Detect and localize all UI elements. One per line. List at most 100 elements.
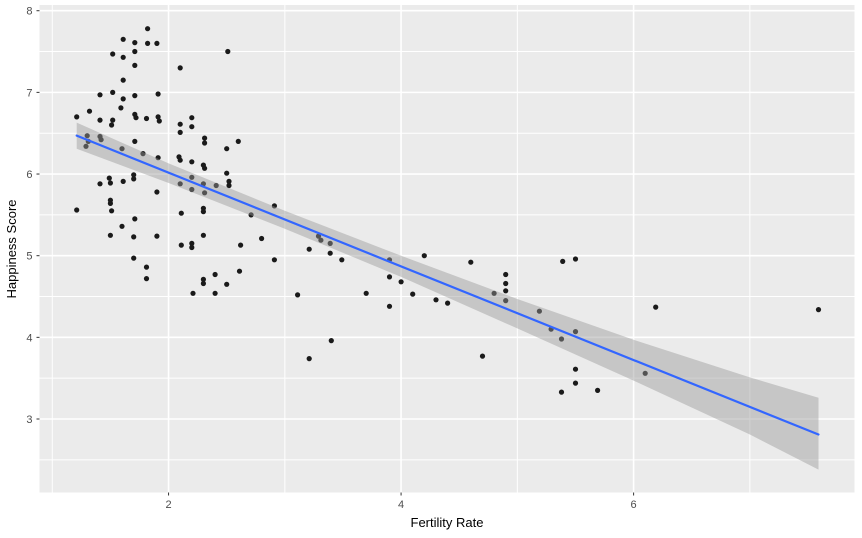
data-point: [120, 77, 126, 83]
data-point: [572, 256, 579, 262]
y-tick-label: 6: [26, 169, 32, 181]
data-point: [248, 212, 254, 218]
data-point: [224, 146, 230, 152]
data-point: [131, 176, 137, 182]
x-tick-label: 2: [165, 499, 171, 511]
data-point: [202, 165, 208, 171]
data-point: [572, 366, 579, 372]
data-point: [327, 250, 333, 256]
data-point: [226, 182, 232, 189]
data-point: [410, 291, 416, 297]
data-point: [132, 138, 138, 144]
data-point: [386, 274, 393, 280]
data-point: [200, 276, 206, 282]
data-point: [189, 186, 195, 193]
data-point: [132, 93, 138, 99]
data-point: [212, 290, 218, 296]
data-point: [468, 259, 474, 265]
data-point: [190, 290, 196, 296]
data-point: [202, 135, 208, 141]
data-point: [339, 257, 345, 263]
data-point: [200, 232, 206, 238]
y-tick-label: 3: [26, 414, 32, 426]
data-point: [595, 387, 601, 393]
data-point: [133, 115, 139, 121]
data-point: [177, 129, 183, 135]
data-point: [536, 308, 543, 314]
data-point: [97, 181, 103, 187]
data-point: [110, 51, 116, 57]
data-point: [74, 207, 80, 213]
data-point: [202, 190, 208, 196]
data-point: [572, 329, 579, 335]
data-point: [213, 182, 219, 189]
data-point: [503, 298, 509, 304]
data-point: [202, 140, 208, 146]
data-point: [306, 356, 312, 362]
data-point: [328, 338, 334, 344]
y-axis-title: Happiness Score: [4, 200, 19, 299]
data-point: [120, 96, 126, 102]
data-point: [120, 54, 126, 60]
data-point: [189, 240, 195, 246]
data-point: [189, 124, 195, 130]
data-point: [558, 336, 565, 342]
data-point: [271, 257, 277, 263]
data-point: [236, 268, 243, 274]
data-point: [120, 36, 126, 42]
data-point: [106, 175, 112, 181]
data-point: [177, 65, 183, 71]
data-point: [225, 48, 231, 55]
data-point: [156, 118, 162, 124]
data-point: [119, 223, 125, 229]
data-point: [109, 122, 115, 128]
data-point: [189, 174, 195, 180]
data-point: [558, 389, 565, 395]
data-point: [154, 233, 160, 239]
data-point: [295, 292, 301, 298]
data-point: [224, 281, 230, 287]
x-axis-title: Fertility Rate: [411, 515, 484, 530]
data-point: [140, 151, 146, 157]
data-point: [445, 300, 451, 306]
data-point: [131, 234, 137, 240]
data-point: [154, 189, 160, 195]
data-point: [86, 108, 93, 114]
data-point: [224, 170, 230, 176]
data-point: [503, 271, 509, 278]
data-point: [98, 137, 104, 143]
data-point: [97, 117, 103, 123]
data-point: [306, 246, 312, 252]
data-point: [238, 242, 244, 248]
data-point: [560, 258, 566, 264]
data-point: [235, 138, 241, 144]
data-point: [154, 40, 160, 47]
data-point: [315, 233, 322, 239]
data-point: [132, 40, 138, 46]
data-point: [327, 240, 333, 246]
data-point: [363, 290, 369, 296]
data-point: [132, 62, 138, 68]
data-point: [653, 304, 659, 310]
data-point: [271, 203, 277, 209]
data-point: [189, 244, 195, 251]
data-point: [177, 157, 183, 163]
data-point: [259, 235, 265, 242]
axis-tick-marks: [36, 10, 635, 496]
data-point: [83, 143, 89, 149]
data-point: [200, 280, 206, 287]
data-point: [503, 280, 509, 287]
data-point: [479, 353, 486, 359]
data-point: [318, 237, 324, 243]
y-tick-label: 7: [26, 87, 32, 99]
data-point: [815, 307, 822, 313]
data-point: [178, 210, 184, 216]
data-point: [132, 48, 138, 55]
data-point: [503, 288, 509, 294]
data-point: [143, 276, 150, 282]
data-point: [118, 105, 124, 111]
data-point: [97, 92, 103, 98]
data-point: [212, 271, 218, 278]
